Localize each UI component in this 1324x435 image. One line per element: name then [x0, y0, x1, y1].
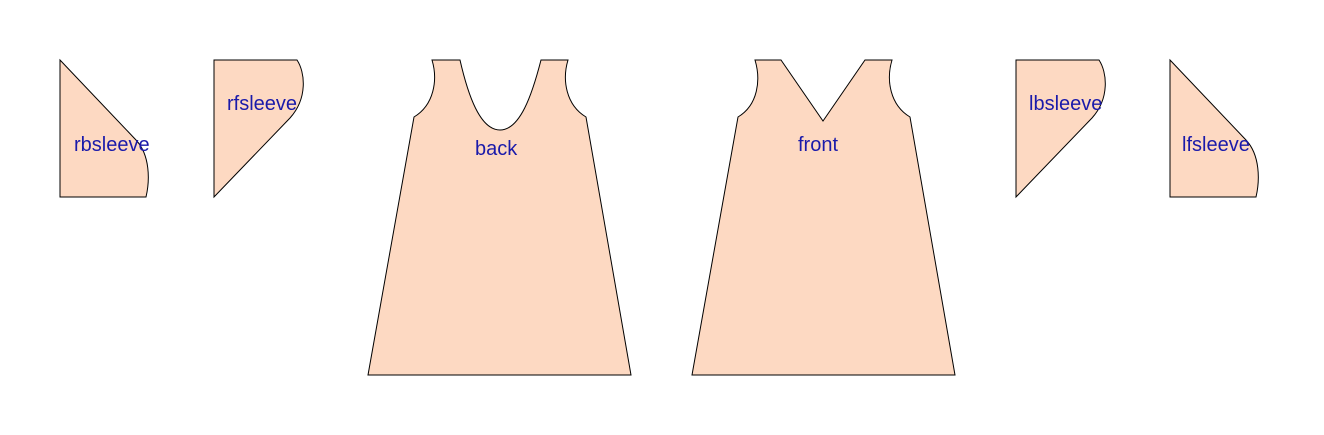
rfsleeve-shape — [213, 59, 304, 199]
back-shape — [367, 59, 632, 376]
rbsleeve-shape — [59, 58, 149, 198]
rbsleeve-label: rbsleeve — [74, 134, 150, 156]
front-label: front — [798, 134, 838, 156]
lbsleeve-piece: lbsleeve — [1015, 59, 1106, 199]
rbsleeve-piece: rbsleeve — [59, 58, 150, 198]
lfsleeve-piece: lfsleeve — [1169, 58, 1259, 198]
lbsleeve-shape — [1015, 59, 1106, 199]
rfsleeve-piece: rfsleeve — [213, 59, 304, 199]
lfsleeve-label: lfsleeve — [1182, 134, 1250, 156]
lfsleeve-shape — [1169, 58, 1259, 198]
back-label: back — [475, 138, 518, 160]
back-piece: back — [367, 59, 632, 376]
front-piece: front — [691, 59, 956, 376]
rfsleeve-label: rfsleeve — [227, 93, 297, 115]
front-shape — [691, 59, 956, 376]
lbsleeve-label: lbsleeve — [1029, 93, 1102, 115]
